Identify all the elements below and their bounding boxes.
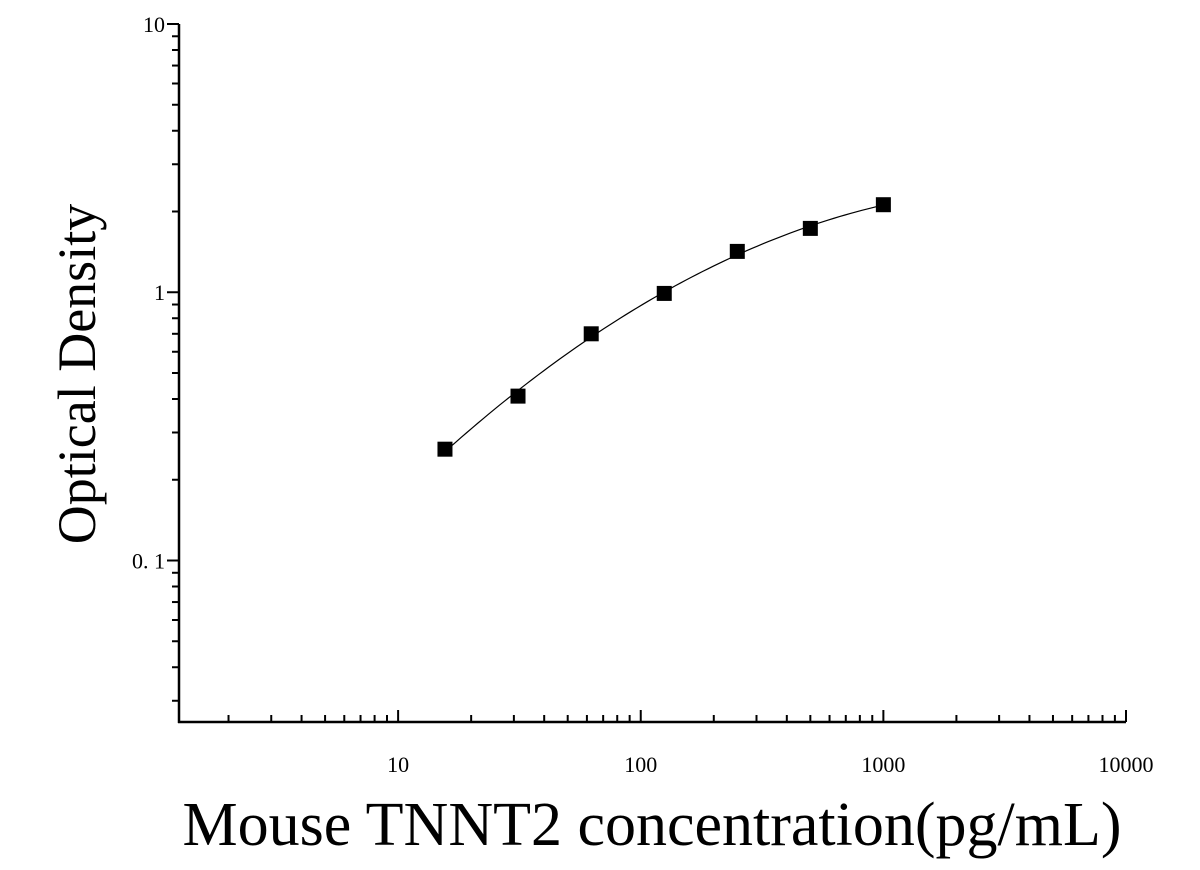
y-tick-label: 10 (143, 12, 165, 37)
x-tick-label: 1000 (861, 752, 905, 777)
ticks (167, 23, 1127, 722)
data-point (583, 326, 599, 342)
fit-curve (444, 204, 884, 453)
data-point (802, 220, 818, 236)
data-point (656, 285, 672, 301)
data-point (729, 243, 745, 259)
x-tick-label: 10000 (1099, 752, 1154, 777)
data-point (875, 197, 891, 213)
data-markers (437, 197, 891, 457)
y-axis-title: Optical Density (47, 204, 107, 544)
x-tick-label: 10 (387, 752, 409, 777)
axes (177, 24, 1126, 724)
y-tick-label: 0. 1 (132, 548, 165, 573)
x-axis-title: Mouse TNNT2 concentration(pg/mL) (183, 791, 1122, 859)
tick-labels: 10 100 1000 10000 0. 1 1 10 (132, 12, 1154, 777)
x-tick-label: 100 (624, 752, 657, 777)
data-point (437, 441, 453, 457)
y-tick-label: 1 (154, 280, 165, 305)
data-point (510, 388, 526, 404)
